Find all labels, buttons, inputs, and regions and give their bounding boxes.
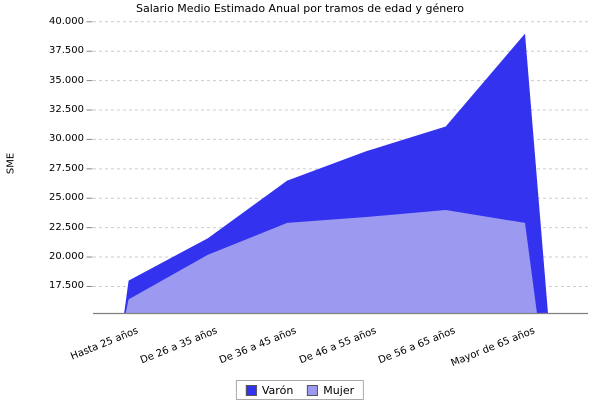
y-axis-tick-label: 22.500 (49, 221, 84, 233)
legend-item-varon: Varón (245, 383, 294, 397)
varon-color-swatch (245, 384, 257, 396)
legend-item-mujer: Mujer (307, 384, 354, 397)
legend-label-varon: Varón (261, 383, 294, 397)
legend-label-mujer: Mujer (323, 383, 355, 397)
y-axis-tick-label: 25.000 (49, 192, 84, 204)
y-axis-tick-label: 35.000 (49, 74, 84, 86)
mujer-area-series (125, 209, 537, 314)
y-axis-tick-label: 30.000 (49, 133, 84, 145)
mujer-color-swatch (307, 384, 319, 396)
y-axis-tick-label: 32.500 (49, 104, 84, 116)
chart-title: Salario Medio Estimado Anual por tramos … (135, 2, 465, 15)
y-axis-tick-label: 37.500 (49, 45, 84, 57)
legend: Varón Mujer (235, 380, 365, 400)
y-axis-tick-label: 20.000 (49, 251, 84, 263)
y-axis-tick-label: 40.000 (49, 15, 84, 27)
y-axis-title: SME (5, 152, 17, 175)
y-axis-tick-label: 27.500 (49, 162, 84, 174)
y-axis-tick-label: 17.500 (49, 280, 84, 292)
